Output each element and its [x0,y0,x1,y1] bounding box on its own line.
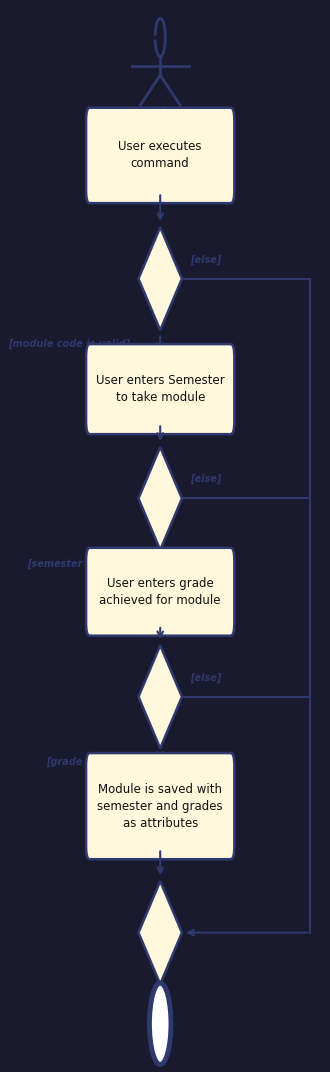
Polygon shape [139,447,182,550]
FancyBboxPatch shape [86,548,234,636]
Text: Module is saved with
semester and grades
as attributes: Module is saved with semester and grades… [97,783,223,830]
Polygon shape [139,645,182,748]
Text: [module code is valid]: [module code is valid] [8,339,130,349]
FancyBboxPatch shape [86,754,234,860]
Text: [grade is valid]: [grade is valid] [46,757,130,768]
FancyBboxPatch shape [86,344,234,434]
Polygon shape [139,227,182,330]
Text: [else]: [else] [190,254,222,265]
Text: [else]: [else] [190,672,222,683]
Text: User enters grade
achieved for module: User enters grade achieved for module [99,577,221,607]
Text: User executes
command: User executes command [118,140,202,170]
Polygon shape [139,881,182,984]
FancyBboxPatch shape [86,108,234,204]
Text: User enters Semester
to take module: User enters Semester to take module [96,374,225,404]
Text: [else]: [else] [190,474,222,485]
Circle shape [149,983,171,1064]
Text: [semester is valid]: [semester is valid] [27,559,130,569]
